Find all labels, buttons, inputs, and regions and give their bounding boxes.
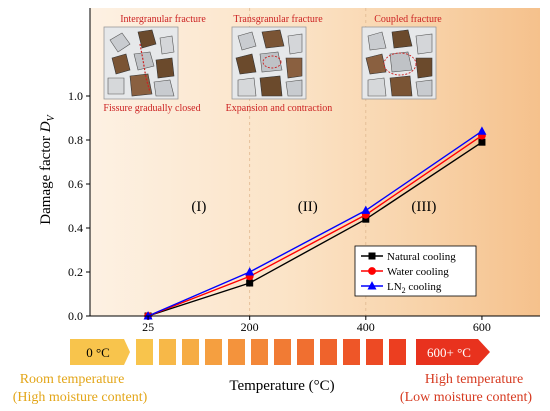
annotation-transgranular: Transgranular fracture: [233, 14, 323, 25]
y-tick-label: 1.0: [68, 89, 83, 103]
temp-bar-cell: [297, 339, 314, 365]
legend-label: Natural cooling: [387, 251, 456, 263]
temp-bar-end-cell: [416, 339, 490, 365]
y-tick-label: 0.4: [68, 221, 83, 235]
temp-bar-cell: [159, 339, 176, 365]
y-tick-label: 0.2: [68, 265, 83, 279]
annotation-expansion: Expansion and contraction: [226, 103, 333, 114]
annotation-coupled: Coupled fracture: [374, 14, 442, 25]
temp-bar-cell: [366, 339, 383, 365]
series-line: [147, 135, 483, 317]
caption-low-moisture: (Low moisture content): [400, 390, 533, 405]
y-ticks: 0.0 0.2 0.4 0.6 0.8 1.0: [68, 89, 90, 323]
x-tick-label: 600: [473, 320, 491, 334]
annotation-fissure-closed: Fissure gradually closed: [103, 103, 200, 114]
caption-high-moisture: (High moisture content): [13, 390, 148, 405]
micrograph-coupled: [361, 26, 437, 100]
micrograph-intergranular: [103, 26, 179, 100]
region-label-1: (I): [191, 199, 206, 215]
legend-marker: [368, 267, 376, 275]
caption-room-temperature: Room temperature: [20, 372, 125, 387]
temp-bar-cell: [389, 339, 406, 365]
caption-high-temperature: High temperature: [425, 372, 523, 387]
data-point: [246, 279, 254, 287]
temp-bar-cell: [205, 339, 222, 365]
temp-bar-cell: [251, 339, 268, 365]
y-axis-label: Damage factor DV: [38, 113, 57, 224]
temp-bar-start-cell: [70, 339, 130, 365]
x-tick-label: 400: [357, 320, 375, 334]
data-point: [361, 205, 371, 214]
legend-label: LN2 cooling: [387, 281, 442, 295]
region-label-2: (II): [298, 199, 318, 215]
data-point: [245, 267, 255, 276]
x-ticks: 25 200 400 600: [142, 316, 491, 334]
series-layer: [143, 126, 487, 320]
data-point: [478, 138, 486, 146]
legend-label: Water cooling: [387, 266, 449, 278]
region-labels: (I) (II) (III): [191, 199, 436, 215]
series-line: [147, 130, 483, 317]
series-line: [147, 141, 483, 317]
y-tick-label: 0.8: [68, 133, 83, 147]
temp-bar-cell: [182, 339, 199, 365]
legend-marker: [367, 281, 377, 290]
temp-bar-cell: [136, 339, 153, 365]
legend: Natural cooling Water cooling LN2 cooling: [354, 245, 477, 297]
axes: [89, 8, 540, 317]
x-axis-label: Temperature (°C): [229, 378, 334, 394]
y-tick-label: 0.0: [68, 309, 83, 323]
y-tick-label: 0.6: [68, 177, 83, 191]
annotation-intergranular: Intergranular fracture: [120, 14, 206, 25]
data-point: [477, 126, 487, 135]
temp-bar-cell: [320, 339, 337, 365]
x-tick-label: 25: [142, 320, 154, 334]
temp-bar-cell: [343, 339, 360, 365]
temperature-bar: 0 °C 600+ °C: [70, 339, 490, 365]
temp-bar-right-label: 600+ °C: [427, 345, 471, 360]
region-label-3: (III): [411, 199, 436, 215]
temp-bar-cell: [228, 339, 245, 365]
temp-bar-cell: [274, 339, 291, 365]
x-tick-label: 200: [241, 320, 259, 334]
temp-bar-left-label: 0 °C: [86, 345, 110, 360]
series-3: [143, 126, 487, 320]
legend-marker: [368, 252, 376, 260]
micrograph-transgranular: [231, 26, 307, 100]
